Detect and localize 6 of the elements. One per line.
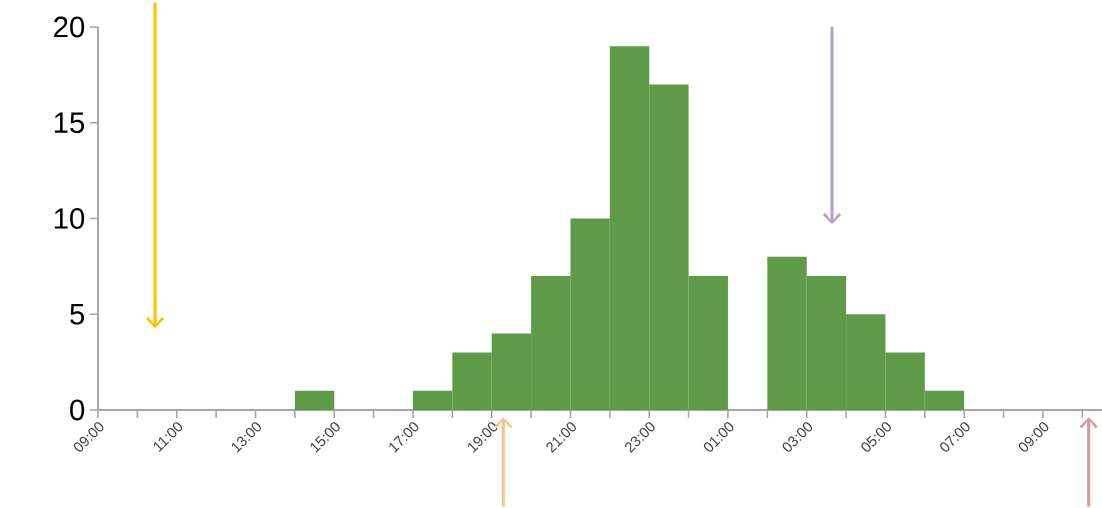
y-tick-label: 15 (54, 112, 85, 133)
bar (294, 390, 335, 410)
y-tick-label: 10 (54, 208, 85, 229)
y-tick-label: 0 (70, 399, 85, 421)
y-tick-label: 20 (54, 16, 85, 38)
y-tick-label: 5 (70, 304, 85, 325)
